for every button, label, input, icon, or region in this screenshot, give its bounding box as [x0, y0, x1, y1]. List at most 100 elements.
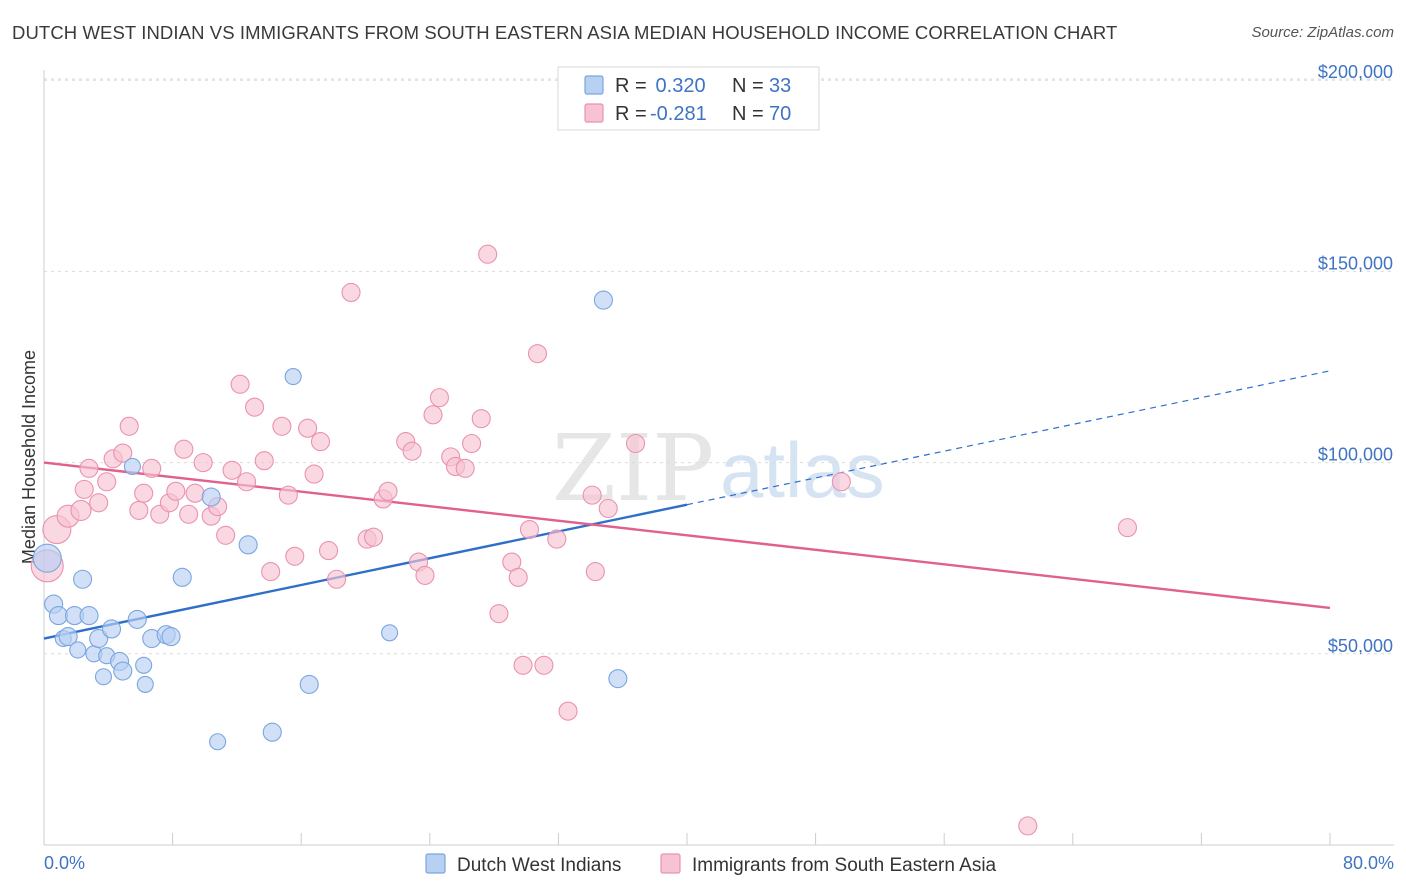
pink-point-26 — [236, 472, 257, 492]
blue-point-19 — [136, 675, 154, 693]
blue-point-30 — [381, 624, 399, 642]
y-tick-label-2: $150,000 — [1318, 253, 1393, 273]
blue-point-26 — [238, 535, 258, 555]
pink-point-34 — [304, 464, 324, 484]
pink-point-54 — [478, 244, 498, 264]
pink-point-53 — [471, 409, 491, 429]
series-legend-label-blue: Dutch West Indians — [457, 855, 621, 876]
pink-point-20 — [193, 453, 213, 473]
pink-point-36 — [318, 541, 339, 561]
pink-point-30 — [272, 416, 292, 436]
pink-point-55 — [489, 604, 509, 624]
blue-point-8 — [79, 606, 99, 626]
pink-point-25 — [230, 374, 250, 394]
pink-point-42 — [378, 481, 398, 501]
pink-point-13 — [142, 458, 162, 478]
x-tick-label-max: 80.0% — [1343, 853, 1394, 873]
pink-point-52 — [462, 433, 482, 454]
pink-point-35 — [310, 432, 331, 452]
blue-point-31 — [593, 290, 613, 310]
trend-line-immigrants-se-asia — [43, 461, 1331, 610]
pink-point-5 — [79, 458, 99, 478]
blue-point-17 — [127, 609, 147, 629]
pink-point-40 — [363, 527, 384, 547]
pink-point-7 — [97, 472, 117, 492]
pink-point-48 — [429, 388, 449, 408]
legend-r-label-pink: R = — [615, 103, 647, 125]
watermark-zip: ZIP — [552, 415, 714, 522]
blue-point-27 — [262, 722, 282, 742]
blue-point-15 — [113, 661, 133, 681]
pink-point-12 — [134, 483, 154, 503]
pink-point-44 — [402, 441, 422, 461]
pink-point-57 — [508, 567, 528, 587]
trend-blue-solid — [43, 503, 688, 640]
pink-point-24 — [222, 460, 242, 480]
blue-point-10 — [89, 628, 109, 649]
blue-point-23 — [172, 567, 192, 587]
legend-r-value-blue: 0.320 — [650, 75, 706, 97]
legend-r-label-blue: R = — [615, 75, 647, 97]
pink-point-58 — [513, 655, 533, 675]
pink-point-11 — [129, 500, 149, 520]
pink-point-59 — [519, 519, 540, 540]
y-tick-label-0: $50,000 — [1328, 636, 1393, 656]
blue-point-28 — [284, 368, 302, 386]
pink-point-10 — [119, 416, 139, 436]
pink-point-47 — [423, 405, 443, 425]
pink-point-6 — [89, 493, 109, 513]
blue-point-32 — [608, 669, 628, 689]
legend-r-value-pink: -0.281 — [650, 103, 707, 125]
y-tick-label-3: $200,000 — [1318, 62, 1393, 82]
pink-point-46 — [415, 565, 435, 585]
blue-point-11 — [94, 668, 113, 686]
legend-n-label-pink: N = — [732, 103, 764, 125]
series-legend-label-pink: Immigrants from South Eastern Asia — [692, 855, 997, 876]
pink-point-68 — [831, 472, 851, 492]
pink-point-37 — [327, 569, 347, 589]
pink-point-38 — [341, 282, 361, 303]
pink-point-19 — [185, 483, 205, 503]
pink-point-70 — [1117, 518, 1138, 538]
series-legend-swatch-blue — [425, 853, 446, 874]
blue-point-6 — [69, 641, 87, 659]
pink-point-67 — [626, 433, 646, 454]
pink-point-64 — [582, 485, 602, 505]
blue-point-0 — [32, 543, 62, 573]
blue-point-2 — [48, 606, 69, 626]
x-tick-label-min: 0.0% — [44, 853, 85, 873]
x-axis-ticks — [43, 833, 1331, 845]
gridlines — [44, 78, 1394, 655]
source-credit: Source: ZipAtlas.com — [1251, 24, 1394, 41]
pink-point-61 — [534, 655, 554, 675]
trend-pink-solid — [43, 461, 1331, 610]
pink-point-23 — [216, 525, 236, 545]
pink-point-18 — [179, 504, 199, 524]
pink-point-33 — [298, 418, 318, 438]
pink-point-17 — [174, 439, 194, 459]
legend-swatch-pink — [584, 103, 604, 123]
watermark-atlas: atlas — [720, 426, 885, 514]
blue-point-22 — [161, 627, 181, 647]
pink-point-65 — [585, 562, 605, 582]
points-dutch-west-indians — [32, 290, 628, 751]
series-legend-swatch-pink — [660, 853, 681, 874]
pink-point-31 — [278, 485, 298, 505]
blue-point-18 — [135, 656, 153, 674]
pink-point-63 — [558, 701, 578, 721]
blue-point-16 — [123, 457, 141, 475]
blue-point-13 — [101, 619, 122, 639]
blue-point-24 — [201, 487, 221, 507]
legend-n-value-blue: 33 — [769, 75, 791, 97]
blue-point-4 — [58, 627, 78, 647]
chart-title: DUTCH WEST INDIAN VS IMMIGRANTS FROM SOU… — [12, 22, 1118, 43]
pink-point-69 — [1018, 816, 1038, 836]
pink-point-66 — [598, 498, 618, 519]
legend-n-value-pink: 70 — [769, 103, 791, 125]
pink-point-51 — [455, 458, 475, 478]
correlation-legend: R = 0.320 N = 33 R = -0.281 N = 70 — [557, 66, 820, 131]
points-immigrants-se-asia — [30, 244, 1138, 836]
pink-point-29 — [261, 562, 281, 582]
legend-swatch-blue — [584, 75, 604, 95]
